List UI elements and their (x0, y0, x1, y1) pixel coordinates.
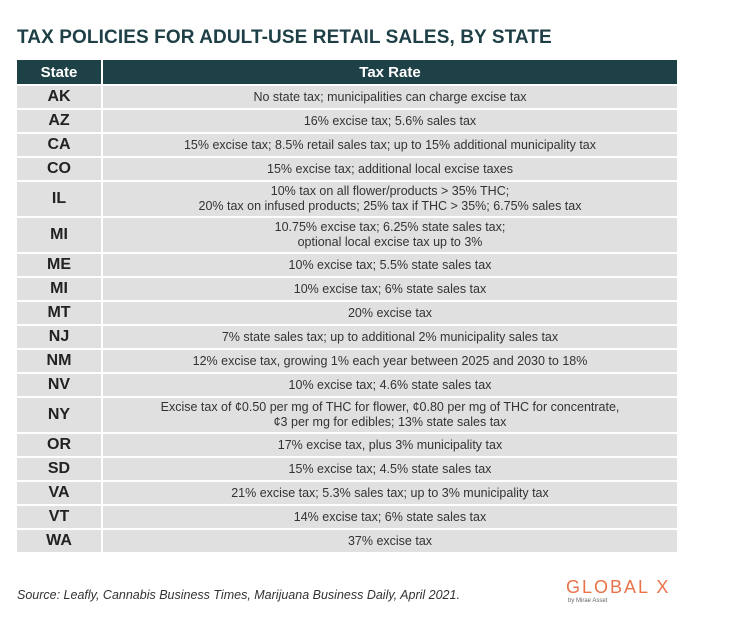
column-header-state: State (17, 60, 101, 84)
table-row: OR 17% excise tax, plus 3% municipality t… (17, 434, 677, 456)
table-row: AK No state tax; municipalities can charg… (17, 86, 677, 108)
table-row: VT 14% excise tax; 6% state sales tax (17, 506, 677, 528)
tax-rate-line: 17% excise tax, plus 3% municipality tax (277, 437, 503, 452)
state-cell: MI (17, 278, 101, 300)
tax-rate-cell: No state tax; municipalities can charge … (101, 86, 677, 108)
global-x-logo: GLOBAL X by Mirae Asset (566, 577, 686, 607)
tax-rate-cell: 14% excise tax; 6% state sales tax (101, 506, 677, 528)
tax-rate-line: 10.75% excise tax; 6.25% state sales tax… (274, 220, 506, 234)
tax-rate-cell: 15% excise tax; additional local excise … (101, 158, 677, 180)
state-cell: VT (17, 506, 101, 528)
table-row: ME 10% excise tax; 5.5% state sales tax (17, 254, 677, 276)
table-row: NM 12% excise tax, growing 1% each year b… (17, 350, 677, 372)
tax-rate-cell: 10% tax on all flower/products > 35% THC… (101, 182, 677, 216)
tax-rate-cell: 10.75% excise tax; 6.25% state sales tax… (101, 218, 677, 252)
table-row: MI 10.75% excise tax; 6.25% state sales t… (17, 218, 677, 252)
table-body: AK No state tax; municipalities can charg… (17, 86, 677, 552)
tax-rate-cell: 15% excise tax; 4.5% state sales tax (101, 458, 677, 480)
table-row: AZ 16% excise tax; 5.6% sales tax (17, 110, 677, 132)
state-cell: CO (17, 158, 101, 180)
state-cell: CA (17, 134, 101, 156)
page-title: TAX POLICIES FOR ADULT-USE RETAIL SALES,… (17, 27, 552, 48)
tax-rate-cell: 20% excise tax (101, 302, 677, 324)
tax-rate-line: No state tax; municipalities can charge … (253, 89, 527, 104)
table-row: NY Excise tax of ¢0.50 per mg of THC for … (17, 398, 677, 432)
tax-rate-line: 15% excise tax; 8.5% retail sales tax; u… (183, 137, 597, 152)
tax-rate-line: 12% excise tax, growing 1% each year bet… (192, 353, 588, 368)
state-cell: NM (17, 350, 101, 372)
state-cell: MI (17, 218, 101, 252)
state-cell: OR (17, 434, 101, 456)
state-cell: VA (17, 482, 101, 504)
tax-rate-line: 21% excise tax; 5.3% sales tax; up to 3%… (231, 485, 549, 500)
table-row: MT 20% excise tax (17, 302, 677, 324)
table-row: VA 21% excise tax; 5.3% sales tax; up to … (17, 482, 677, 504)
table-row: CA 15% excise tax; 8.5% retail sales tax;… (17, 134, 677, 156)
table-row: NJ 7% state sales tax; up to additional 2… (17, 326, 677, 348)
state-cell: NY (17, 398, 101, 432)
tax-rate-line: ¢3 per mg for edibles; 13% state sales t… (273, 415, 507, 429)
tax-rate-line: optional local excise tax up to 3% (297, 235, 483, 249)
state-cell: WA (17, 530, 101, 552)
tax-rate-line: 15% excise tax; additional local excise … (267, 161, 513, 176)
tax-rate-cell: 17% excise tax, plus 3% municipality tax (101, 434, 677, 456)
state-cell: MT (17, 302, 101, 324)
state-cell: IL (17, 182, 101, 216)
tax-rate-line: Excise tax of ¢0.50 per mg of THC for fl… (160, 400, 620, 414)
tax-rate-cell: 10% excise tax; 5.5% state sales tax (101, 254, 677, 276)
column-header-tax-rate: Tax Rate (101, 60, 677, 84)
tax-rate-cell: 10% excise tax; 4.6% state sales tax (101, 374, 677, 396)
tax-rate-line: 37% excise tax (347, 533, 433, 548)
tax-rate-cell: 15% excise tax; 8.5% retail sales tax; u… (101, 134, 677, 156)
table-row: SD 15% excise tax; 4.5% state sales tax (17, 458, 677, 480)
table-row: NV 10% excise tax; 4.6% state sales tax (17, 374, 677, 396)
tax-rate-cell: 21% excise tax; 5.3% sales tax; up to 3%… (101, 482, 677, 504)
source-note: Source: Leafly, Cannabis Business Times,… (17, 588, 460, 602)
table-row: MI 10% excise tax; 6% state sales tax (17, 278, 677, 300)
table-header-row: State Tax Rate (17, 60, 677, 84)
tax-rate-line: 10% excise tax; 4.6% state sales tax (288, 377, 492, 392)
tax-rate-line: 10% excise tax; 5.5% state sales tax (288, 257, 492, 272)
tax-policy-table: State Tax Rate AK No state tax; municipal… (17, 58, 677, 554)
state-cell: NV (17, 374, 101, 396)
tax-rate-cell: 10% excise tax; 6% state sales tax (101, 278, 677, 300)
logo-wordmark: GLOBAL X (566, 577, 671, 597)
state-cell: AZ (17, 110, 101, 132)
table-row: WA 37% excise tax (17, 530, 677, 552)
table-row: IL 10% tax on all flower/products > 35% T… (17, 182, 677, 216)
tax-rate-cell: 16% excise tax; 5.6% sales tax (101, 110, 677, 132)
tax-rate-line: 15% excise tax; 4.5% state sales tax (288, 461, 492, 476)
tax-rate-cell: 37% excise tax (101, 530, 677, 552)
tax-rate-line: 20% excise tax (347, 305, 433, 320)
tax-rate-line: 10% excise tax; 6% state sales tax (293, 281, 487, 296)
tax-rate-cell: Excise tax of ¢0.50 per mg of THC for fl… (101, 398, 677, 432)
state-cell: SD (17, 458, 101, 480)
tax-rate-line: 14% excise tax; 6% state sales tax (293, 509, 487, 524)
state-cell: AK (17, 86, 101, 108)
state-cell: ME (17, 254, 101, 276)
table-row: CO 15% excise tax; additional local excis… (17, 158, 677, 180)
tax-rate-line: 7% state sales tax; up to additional 2% … (221, 329, 559, 344)
tax-rate-line: 10% tax on all flower/products > 35% THC… (270, 184, 510, 198)
tax-rate-line: 16% excise tax; 5.6% sales tax (303, 113, 477, 128)
logo-subtitle: by Mirae Asset (568, 598, 608, 604)
tax-rate-line: 20% tax on infused products; 25% tax if … (198, 199, 582, 213)
state-cell: NJ (17, 326, 101, 348)
tax-rate-cell: 7% state sales tax; up to additional 2% … (101, 326, 677, 348)
tax-rate-cell: 12% excise tax, growing 1% each year bet… (101, 350, 677, 372)
